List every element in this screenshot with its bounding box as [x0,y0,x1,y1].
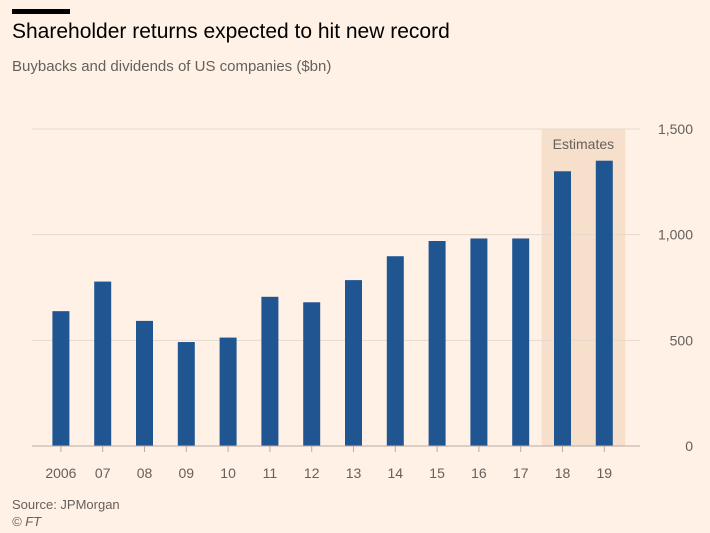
x-tick-label: 13 [346,465,362,481]
y-tick-label: 1,500 [658,121,693,137]
x-tick-label: 17 [513,465,529,481]
bar [177,342,195,446]
x-tick-label: 19 [597,465,613,481]
bar [470,238,488,446]
x-tick-label: 07 [95,465,111,481]
x-tick-label: 11 [263,465,278,481]
chart-subtitle: Buybacks and dividends of US companies (… [12,58,332,75]
bar [595,160,613,446]
ft-top-rule [12,9,70,14]
x-tick-label: 14 [388,465,404,481]
y-tick-label: 0 [685,438,693,454]
x-tick-label: 16 [471,465,487,481]
x-tick-label: 08 [137,465,153,481]
bar [52,311,70,446]
x-tick-label: 10 [220,465,236,481]
estimate-label: Estimates [553,136,614,152]
x-tick-label: 12 [304,465,320,481]
bar [219,337,237,446]
bar [554,171,571,446]
bar [512,238,530,446]
bar [261,296,279,446]
x-tick-label: 09 [179,465,195,481]
y-tick-label: 1,000 [658,227,693,243]
bar [136,320,153,446]
bar [94,281,112,446]
x-tick-label: 18 [555,465,571,481]
bar [303,302,321,446]
y-tick-label: 500 [670,332,694,348]
chart-title: Shareholder returns expected to hit new … [12,20,450,43]
bar [386,256,404,446]
x-tick-label: 15 [429,465,445,481]
bar [345,280,362,446]
x-tick-label: 2006 [45,465,76,481]
bar [428,241,446,446]
ft-credit: © FT [12,514,42,529]
source-note: Source: JPMorgan [12,497,120,512]
